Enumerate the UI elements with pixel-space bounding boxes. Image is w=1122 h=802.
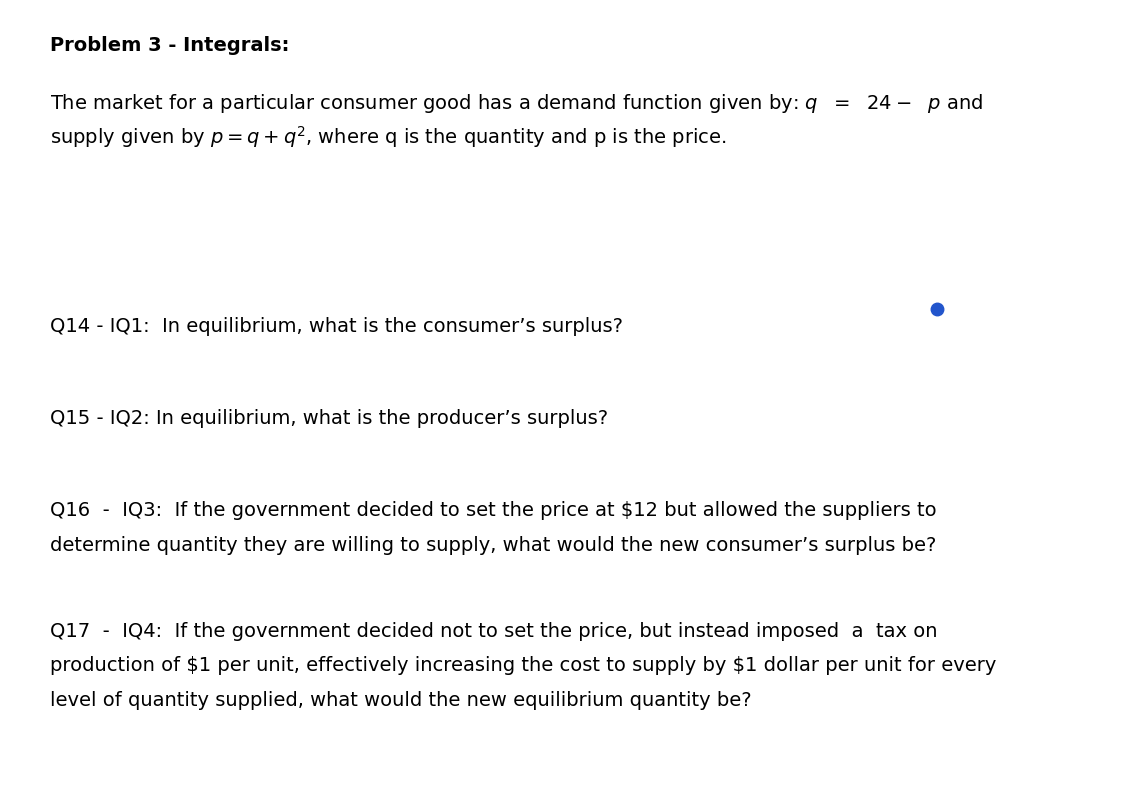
Text: supply given by $p = q + q^2$, where q is the quantity and p is the price.: supply given by $p = q + q^2$, where q i… xyxy=(50,124,727,150)
Text: production of \$1 per unit, effectively increasing the cost to supply by \$1 dol: production of \$1 per unit, effectively … xyxy=(50,656,996,675)
Text: Q14 - IQ1:  In equilibrium, what is the consumer’s surplus?: Q14 - IQ1: In equilibrium, what is the c… xyxy=(50,317,624,336)
Text: Q17  -  IQ4:  If the government decided not to set the price, but instead impose: Q17 - IQ4: If the government decided not… xyxy=(50,622,938,641)
Text: Problem 3 - Integrals:: Problem 3 - Integrals: xyxy=(50,36,289,55)
Text: Q16  -  IQ3:  If the government decided to set the price at \$12 but allowed the: Q16 - IQ3: If the government decided to … xyxy=(50,501,937,520)
Text: The market for a particular consumer good has a demand function given by: $q\ \ : The market for a particular consumer goo… xyxy=(50,92,984,115)
Text: Q15 - IQ2: In equilibrium, what is the producer’s surplus?: Q15 - IQ2: In equilibrium, what is the p… xyxy=(50,409,608,428)
Text: level of quantity supplied, what would the new equilibrium quantity be?: level of quantity supplied, what would t… xyxy=(50,691,752,710)
Text: determine quantity they are willing to supply, what would the new consumer’s sur: determine quantity they are willing to s… xyxy=(50,536,937,555)
